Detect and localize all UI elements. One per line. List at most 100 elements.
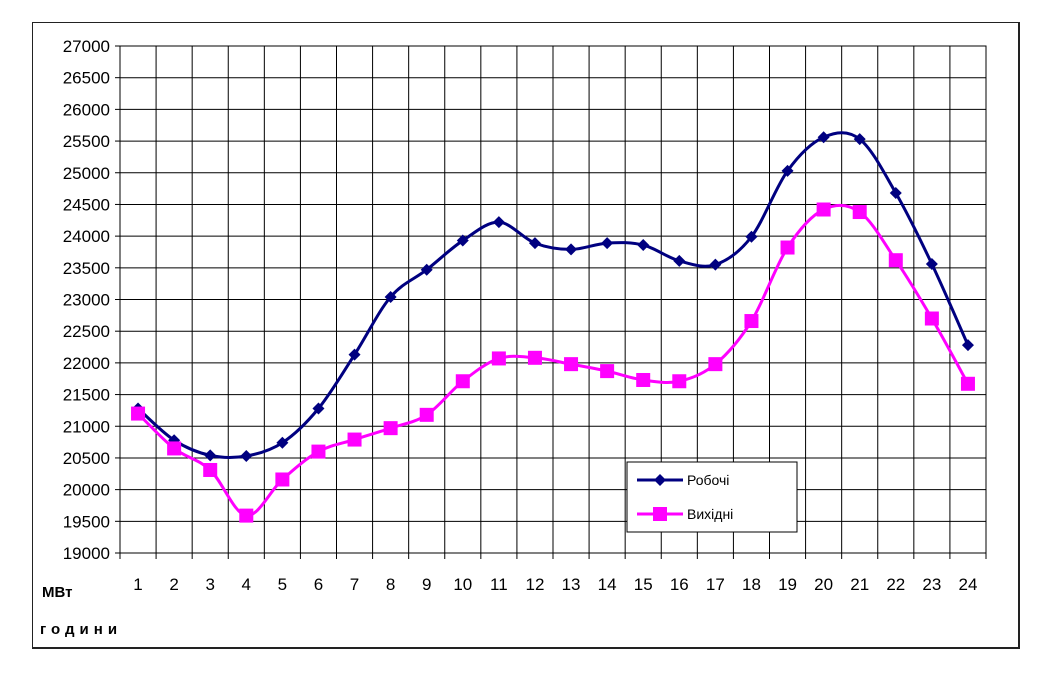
x-tick-label: 20 xyxy=(814,575,833,594)
y-tick-label: 26000 xyxy=(63,100,110,119)
series-vykhidni-point xyxy=(347,432,362,447)
x-tick-label: 8 xyxy=(386,575,395,594)
series-robochi-point xyxy=(889,187,902,200)
x-tick-label: 24 xyxy=(958,575,977,594)
series-robochi-point xyxy=(240,450,253,463)
y-tick-label: 19000 xyxy=(63,544,110,563)
series-robochi-point xyxy=(709,258,722,271)
series-robochi-point xyxy=(528,237,541,250)
x-tick-label: 5 xyxy=(278,575,287,594)
series-robochi-point xyxy=(601,237,614,250)
series-robochi-point xyxy=(637,238,650,251)
series-robochi-point xyxy=(204,449,217,462)
series-vykhidni-point xyxy=(816,202,831,217)
x-tick-label: 11 xyxy=(490,575,508,594)
series-vykhidni-point xyxy=(636,372,651,387)
series-vykhidni-point xyxy=(888,253,903,268)
x-tick-label: 13 xyxy=(562,575,581,594)
x-tick-label: 14 xyxy=(598,575,617,594)
legend: Робочі Вихідні xyxy=(626,461,798,533)
series-robochi-point xyxy=(276,436,289,449)
series-vykhidni-point xyxy=(383,421,398,436)
series-robochi-point xyxy=(781,164,794,177)
series-vykhidni-point xyxy=(275,472,290,487)
series-robochi-point xyxy=(745,230,758,243)
y-tick-label: 20000 xyxy=(63,481,110,500)
y-tick-label: 20500 xyxy=(63,449,110,468)
grid-lines xyxy=(115,45,987,559)
x-tick-label: 10 xyxy=(453,575,472,594)
series-vykhidni-point xyxy=(203,462,218,477)
x-tick-label: 4 xyxy=(242,575,251,594)
y-tick-label: 21000 xyxy=(63,417,110,436)
legend-robochi-marker xyxy=(654,474,666,486)
y-tick-label: 23000 xyxy=(63,291,110,310)
y-tick-label: 22500 xyxy=(63,322,110,341)
y-tick-label: 25000 xyxy=(63,164,110,183)
series-vykhidni-point xyxy=(527,350,542,365)
x-tick-label: 15 xyxy=(634,575,653,594)
series-robochi-point xyxy=(817,131,830,144)
legend-robochi-label: Робочі xyxy=(687,472,729,488)
series-vykhidni-point xyxy=(924,311,939,326)
series-vykhidni-point xyxy=(780,240,795,255)
x-tick-label: 16 xyxy=(670,575,689,594)
y-axis-unit-label: МВт xyxy=(42,584,72,601)
x-tick-label: 1 xyxy=(133,575,142,594)
series-vykhidni-point xyxy=(600,364,615,379)
legend-vykhidni-marker xyxy=(653,507,667,521)
y-tick-label: 26500 xyxy=(63,69,110,88)
y-tick-label: 24500 xyxy=(63,195,110,214)
x-tick-label: 19 xyxy=(778,575,797,594)
series-vykhidni-point xyxy=(419,407,434,422)
x-tick-label: 23 xyxy=(922,575,941,594)
x-tick-label: 9 xyxy=(422,575,431,594)
series-robochi-point xyxy=(565,243,578,256)
y-tick-label: 25500 xyxy=(63,132,110,151)
y-tick-label: 23500 xyxy=(63,259,110,278)
series-robochi-point xyxy=(312,402,325,415)
series-vykhidni-point xyxy=(167,441,182,456)
series-vykhidni-point xyxy=(564,357,579,372)
series-markers xyxy=(131,131,975,523)
series-vykhidni-point xyxy=(960,376,975,391)
legend-vykhidni-label: Вихідні xyxy=(687,506,733,522)
series-robochi-point xyxy=(456,234,469,247)
y-tick-label: 21500 xyxy=(63,386,110,405)
series-vykhidni-point xyxy=(239,508,254,523)
x-tick-label: 12 xyxy=(525,575,544,594)
x-axis-ticks: 1 2 3 4 5 6 7 8 9 10 11 12 13 14 15 16 17 18 19 20 21 22 23 24 xyxy=(133,575,977,594)
x-tick-label: 18 xyxy=(742,575,761,594)
series-vykhidni-point xyxy=(852,205,867,220)
series-robochi-point xyxy=(961,339,974,352)
series-vykhidni-point xyxy=(455,374,470,389)
x-tick-label: 6 xyxy=(314,575,323,594)
x-tick-label: 3 xyxy=(205,575,214,594)
series-robochi-point xyxy=(420,263,433,276)
series-vykhidni-point xyxy=(311,444,326,459)
x-tick-label: 7 xyxy=(350,575,359,594)
x-tick-label: 17 xyxy=(706,575,725,594)
y-tick-label: 22000 xyxy=(63,354,110,373)
x-tick-label: 2 xyxy=(169,575,178,594)
series-vykhidni-point xyxy=(672,374,687,389)
series-robochi-point xyxy=(384,290,397,303)
x-tick-label: 22 xyxy=(886,575,905,594)
series-robochi-point xyxy=(492,216,505,229)
x-axis-label: години xyxy=(40,621,122,638)
series-vykhidni-point xyxy=(708,357,723,372)
x-tick-label: 21 xyxy=(850,575,869,594)
series-robochi-point xyxy=(925,258,938,271)
y-tick-label: 19500 xyxy=(63,512,110,531)
y-tick-label: 24000 xyxy=(63,227,110,246)
y-axis-ticks: 19000 19500 20000 20500 21000 21500 22000 22500… xyxy=(63,37,110,563)
y-tick-label: 27000 xyxy=(63,37,110,56)
chart-frame xyxy=(32,22,1020,649)
series-vykhidni-point xyxy=(744,314,759,329)
series-robochi-point xyxy=(348,348,361,361)
series-robochi-point xyxy=(673,254,686,267)
series-vykhidni-point xyxy=(131,406,146,421)
series-robochi-point xyxy=(853,133,866,146)
series-vykhidni-point xyxy=(491,351,506,366)
